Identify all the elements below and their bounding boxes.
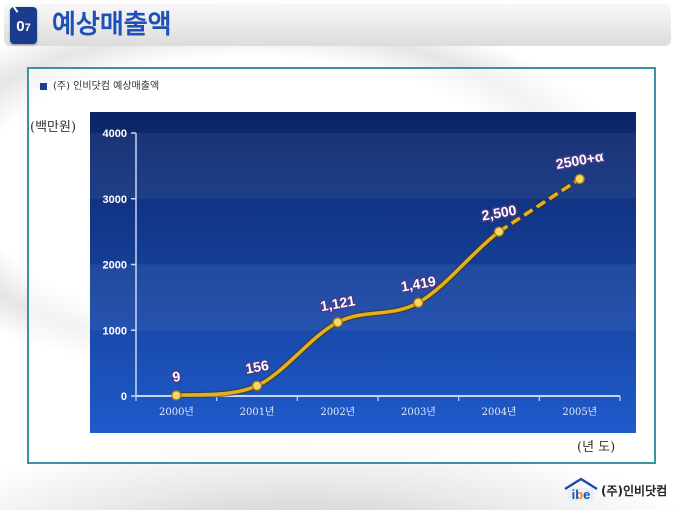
y-tick-label: 2000 <box>103 260 127 272</box>
section-number: 07 <box>10 17 37 38</box>
section-number-sub: 7 <box>24 22 31 34</box>
x-tick-label: 2001년 <box>240 406 275 418</box>
x-tick-label: 2003년 <box>401 406 436 418</box>
y-tick-label: 3000 <box>103 194 127 206</box>
page-title: 예상매출액 <box>52 10 172 40</box>
company-logo: ibe <box>564 477 598 502</box>
x-tick-label: 2002년 <box>320 406 355 418</box>
series-line-projection <box>498 177 581 234</box>
x-tick-label: 2000년 <box>159 406 194 418</box>
square-bullet-icon <box>40 83 47 90</box>
grid-band <box>90 133 636 199</box>
line-chart: 0 1000 2000 3000 4000 2000년 2001년 2002년 2003년 200… <box>90 112 636 433</box>
data-point <box>574 173 585 185</box>
section-number-main: 0 <box>16 18 25 35</box>
company-name: (주)인비닷컴 <box>601 484 668 498</box>
data-label: 156 <box>244 357 270 377</box>
header-bar: 07 예상매출액 <box>4 4 671 46</box>
x-axis-label: (년 도) <box>577 440 616 455</box>
grid-band <box>90 264 636 331</box>
data-label: 1,121 <box>319 292 356 314</box>
y-tick-label: 4000 <box>103 128 127 140</box>
chart-background <box>90 112 636 433</box>
data-point <box>251 380 263 391</box>
chart-title: (주) 인비닷컴 예상매출액 <box>53 81 160 92</box>
y-axis-label: (백만원) <box>30 120 77 135</box>
logo-lettering: ibe <box>572 487 591 502</box>
data-point <box>413 297 424 308</box>
chart-panel: (주) 인비닷컴 예상매출액 (백만원) 0 1000 2000 3000 4000 20… <box>27 67 656 464</box>
logo-house-body <box>568 488 594 501</box>
x-tick-label: 2005년 <box>562 406 597 418</box>
x-tick-label: 2004년 <box>482 406 517 418</box>
logo-roof <box>564 477 598 491</box>
y-tick-label: 0 <box>121 391 127 403</box>
section-number-badge: 07 <box>10 7 37 44</box>
data-point <box>171 390 182 401</box>
data-point <box>493 226 505 237</box>
data-point <box>332 317 343 328</box>
y-tick-label: 1000 <box>103 325 127 337</box>
